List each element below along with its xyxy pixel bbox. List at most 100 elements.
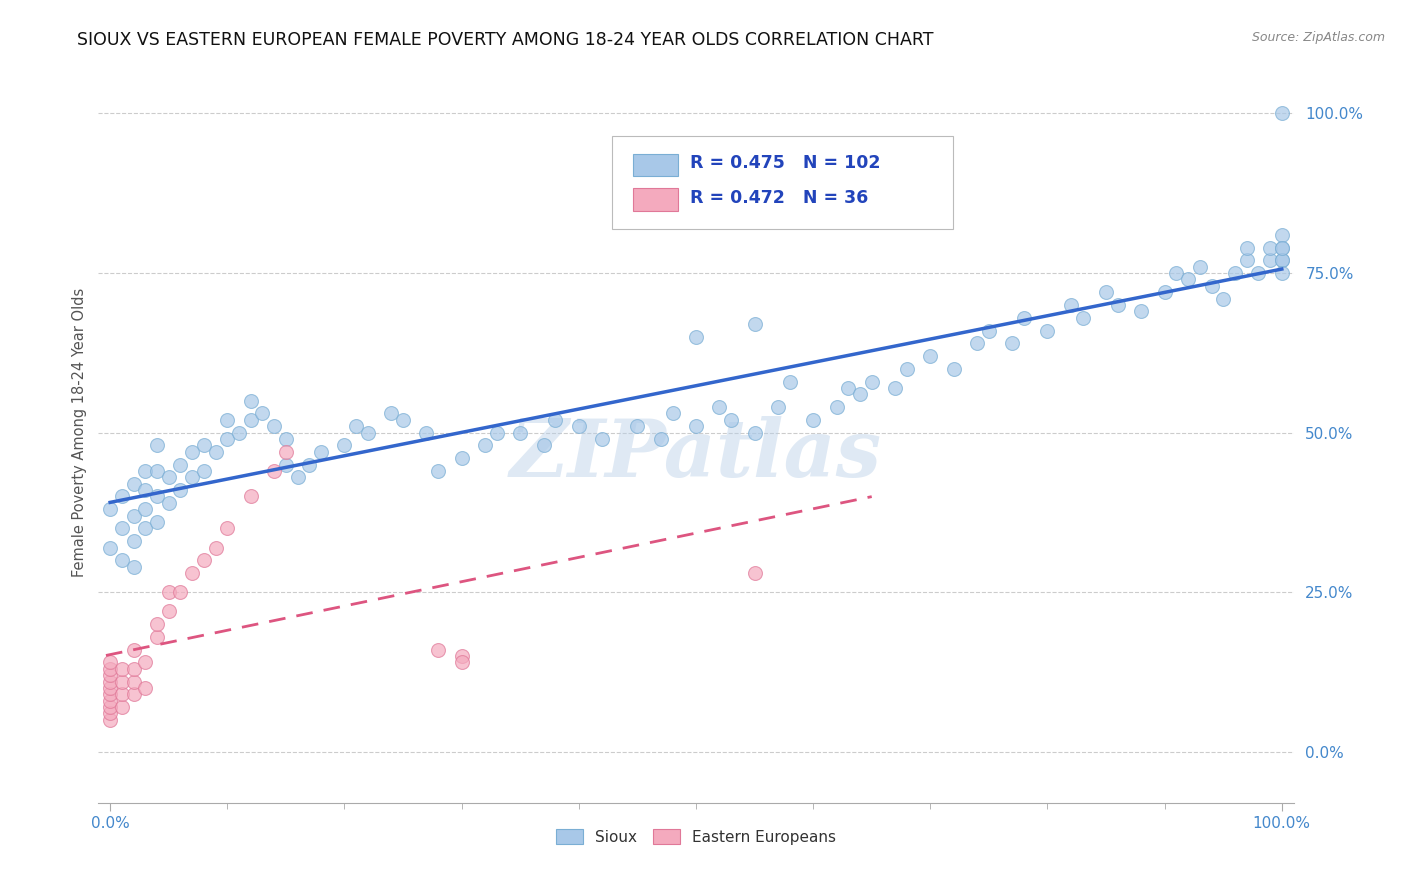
Point xyxy=(1071,310,1094,325)
Point xyxy=(1036,324,1059,338)
Point xyxy=(181,566,204,580)
Point xyxy=(977,324,1000,338)
Point xyxy=(509,425,531,440)
Point xyxy=(1236,240,1258,255)
Point xyxy=(427,642,450,657)
Point xyxy=(920,349,942,363)
Point xyxy=(98,681,121,695)
Point xyxy=(1258,240,1281,255)
Point xyxy=(169,483,191,497)
Point xyxy=(1012,310,1035,325)
Text: Source: ZipAtlas.com: Source: ZipAtlas.com xyxy=(1251,31,1385,45)
Point xyxy=(309,444,332,458)
Point xyxy=(966,336,988,351)
Point xyxy=(380,407,402,421)
Point xyxy=(263,464,285,478)
Point xyxy=(298,458,321,472)
Point xyxy=(193,438,215,452)
Point xyxy=(884,381,907,395)
Point xyxy=(709,400,731,414)
Point xyxy=(252,407,274,421)
Point xyxy=(122,662,145,676)
Point xyxy=(239,413,262,427)
Point xyxy=(134,483,156,497)
Point xyxy=(146,515,169,529)
Point xyxy=(98,706,121,721)
Point xyxy=(169,585,191,599)
Point xyxy=(661,407,683,421)
Point xyxy=(357,425,380,440)
Point xyxy=(591,432,613,446)
Point xyxy=(122,476,145,491)
Point xyxy=(122,534,145,549)
Bar xyxy=(633,188,678,211)
Point xyxy=(274,432,297,446)
Point xyxy=(533,438,555,452)
Point xyxy=(217,521,239,535)
Point xyxy=(228,425,250,440)
Point xyxy=(1247,266,1270,280)
Point xyxy=(544,413,567,427)
Point xyxy=(146,438,169,452)
Point xyxy=(122,642,145,657)
Point xyxy=(146,464,169,478)
Point xyxy=(415,425,437,440)
Point xyxy=(1271,240,1294,255)
Point xyxy=(392,413,415,427)
Point xyxy=(837,381,859,395)
Point xyxy=(193,464,215,478)
Point xyxy=(1271,106,1294,120)
Point xyxy=(485,425,508,440)
Point xyxy=(1001,336,1024,351)
Point xyxy=(122,559,145,574)
Point xyxy=(181,444,204,458)
Point xyxy=(146,490,169,504)
Point xyxy=(766,400,789,414)
Point xyxy=(685,330,707,344)
Point xyxy=(779,375,801,389)
Point xyxy=(1212,292,1234,306)
Point xyxy=(146,630,169,644)
Point xyxy=(122,508,145,523)
Point xyxy=(1271,266,1294,280)
Point xyxy=(1153,285,1175,300)
Point xyxy=(146,617,169,632)
Point xyxy=(1177,272,1199,286)
Point xyxy=(98,713,121,727)
Point xyxy=(474,438,496,452)
Point xyxy=(450,451,472,466)
Point xyxy=(720,413,742,427)
Point xyxy=(157,604,180,618)
Point xyxy=(134,502,156,516)
Point xyxy=(134,464,156,478)
Point xyxy=(263,419,285,434)
Point xyxy=(134,656,156,670)
Point xyxy=(1201,278,1223,293)
Y-axis label: Female Poverty Among 18-24 Year Olds: Female Poverty Among 18-24 Year Olds xyxy=(72,288,87,577)
Text: SIOUX VS EASTERN EUROPEAN FEMALE POVERTY AMONG 18-24 YEAR OLDS CORRELATION CHART: SIOUX VS EASTERN EUROPEAN FEMALE POVERTY… xyxy=(77,31,934,49)
Point xyxy=(181,470,204,484)
Point xyxy=(896,361,918,376)
Point xyxy=(1223,266,1246,280)
Text: ZIPatlas: ZIPatlas xyxy=(510,416,882,493)
Point xyxy=(744,317,766,331)
Point xyxy=(111,521,134,535)
Point xyxy=(122,674,145,689)
Point xyxy=(1130,304,1153,318)
Point xyxy=(626,419,648,434)
Point xyxy=(98,674,121,689)
Point xyxy=(239,393,262,408)
Point xyxy=(111,674,134,689)
Point xyxy=(801,413,824,427)
Point xyxy=(204,541,226,555)
Point xyxy=(134,681,156,695)
Bar xyxy=(633,153,678,176)
Point xyxy=(239,490,262,504)
Point xyxy=(111,662,134,676)
Point xyxy=(333,438,356,452)
Point xyxy=(157,496,180,510)
Text: R = 0.475   N = 102: R = 0.475 N = 102 xyxy=(690,154,880,172)
Point xyxy=(1060,298,1083,312)
Point xyxy=(98,694,121,708)
Point xyxy=(217,432,239,446)
